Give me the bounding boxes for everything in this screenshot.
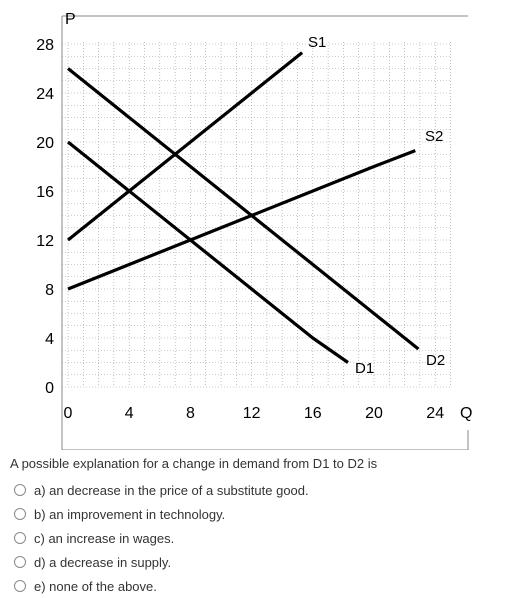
curves xyxy=(66,51,420,364)
y-tick-label: 20 xyxy=(36,135,54,152)
curve-s2 xyxy=(67,149,416,291)
axis-tick-labels: 0 4 8 12 16 20 24 0 4 8 12 16 20 24 28 xyxy=(36,37,444,422)
option-a-label: a) an decrease in the price of a substit… xyxy=(34,482,309,498)
curve-d1 xyxy=(66,140,349,364)
curve-s1 xyxy=(67,51,304,242)
x-tick-label: 16 xyxy=(304,405,322,422)
radio-button-a[interactable] xyxy=(14,484,26,496)
y-tick-label: 16 xyxy=(36,184,54,201)
curve-label-s1: S1 xyxy=(308,34,326,51)
x-tick-label: 4 xyxy=(125,405,134,422)
option-c-label: c) an increase in wages. xyxy=(34,530,175,546)
y-tick-label: 24 xyxy=(36,86,54,103)
x-tick-label: 24 xyxy=(426,405,444,422)
x-tick-label: 0 xyxy=(64,405,73,422)
option-e[interactable]: e) none of the above. xyxy=(14,574,309,598)
x-tick-label: 20 xyxy=(365,405,383,422)
option-a[interactable]: a) an decrease in the price of a substit… xyxy=(14,478,309,502)
x-tick-label: 12 xyxy=(243,405,261,422)
quantity-axis-label: Q xyxy=(460,405,472,422)
radio-button-d[interactable] xyxy=(14,556,26,568)
x-tick-label: 8 xyxy=(186,405,195,422)
radio-button-c[interactable] xyxy=(14,532,26,544)
curve-label-d1: D1 xyxy=(355,360,374,377)
option-d[interactable]: d) a decrease in supply. xyxy=(14,550,309,574)
curve-label-d2: D2 xyxy=(426,352,445,369)
radio-button-b[interactable] xyxy=(14,508,26,520)
radio-button-e[interactable] xyxy=(14,580,26,592)
option-e-label: e) none of the above. xyxy=(34,578,157,594)
option-b-label: b) an improvement in technology. xyxy=(34,506,226,522)
option-b[interactable]: b) an improvement in technology. xyxy=(14,502,309,526)
y-tick-label: 8 xyxy=(45,282,54,299)
graph-border xyxy=(61,15,469,450)
price-axis-label: P xyxy=(65,11,76,28)
y-tick-label: 4 xyxy=(45,331,54,348)
answer-options: a) an decrease in the price of a substit… xyxy=(14,478,309,598)
supply-demand-graph: 0 4 8 12 16 20 24 0 4 8 12 16 20 24 28 P Q S1 S2 D1 D2 xyxy=(36,11,472,450)
option-d-label: d) a decrease in supply. xyxy=(34,554,172,570)
y-tick-label: 12 xyxy=(36,233,54,250)
curve-label-s2: S2 xyxy=(425,128,443,145)
option-c[interactable]: c) an increase in wages. xyxy=(14,526,309,550)
y-tick-label: 0 xyxy=(45,380,54,397)
graph-frame xyxy=(61,15,469,450)
curve-d2 xyxy=(66,67,420,351)
question-text: A possible explanation for a change in d… xyxy=(10,456,378,471)
y-tick-label: 28 xyxy=(36,37,54,54)
